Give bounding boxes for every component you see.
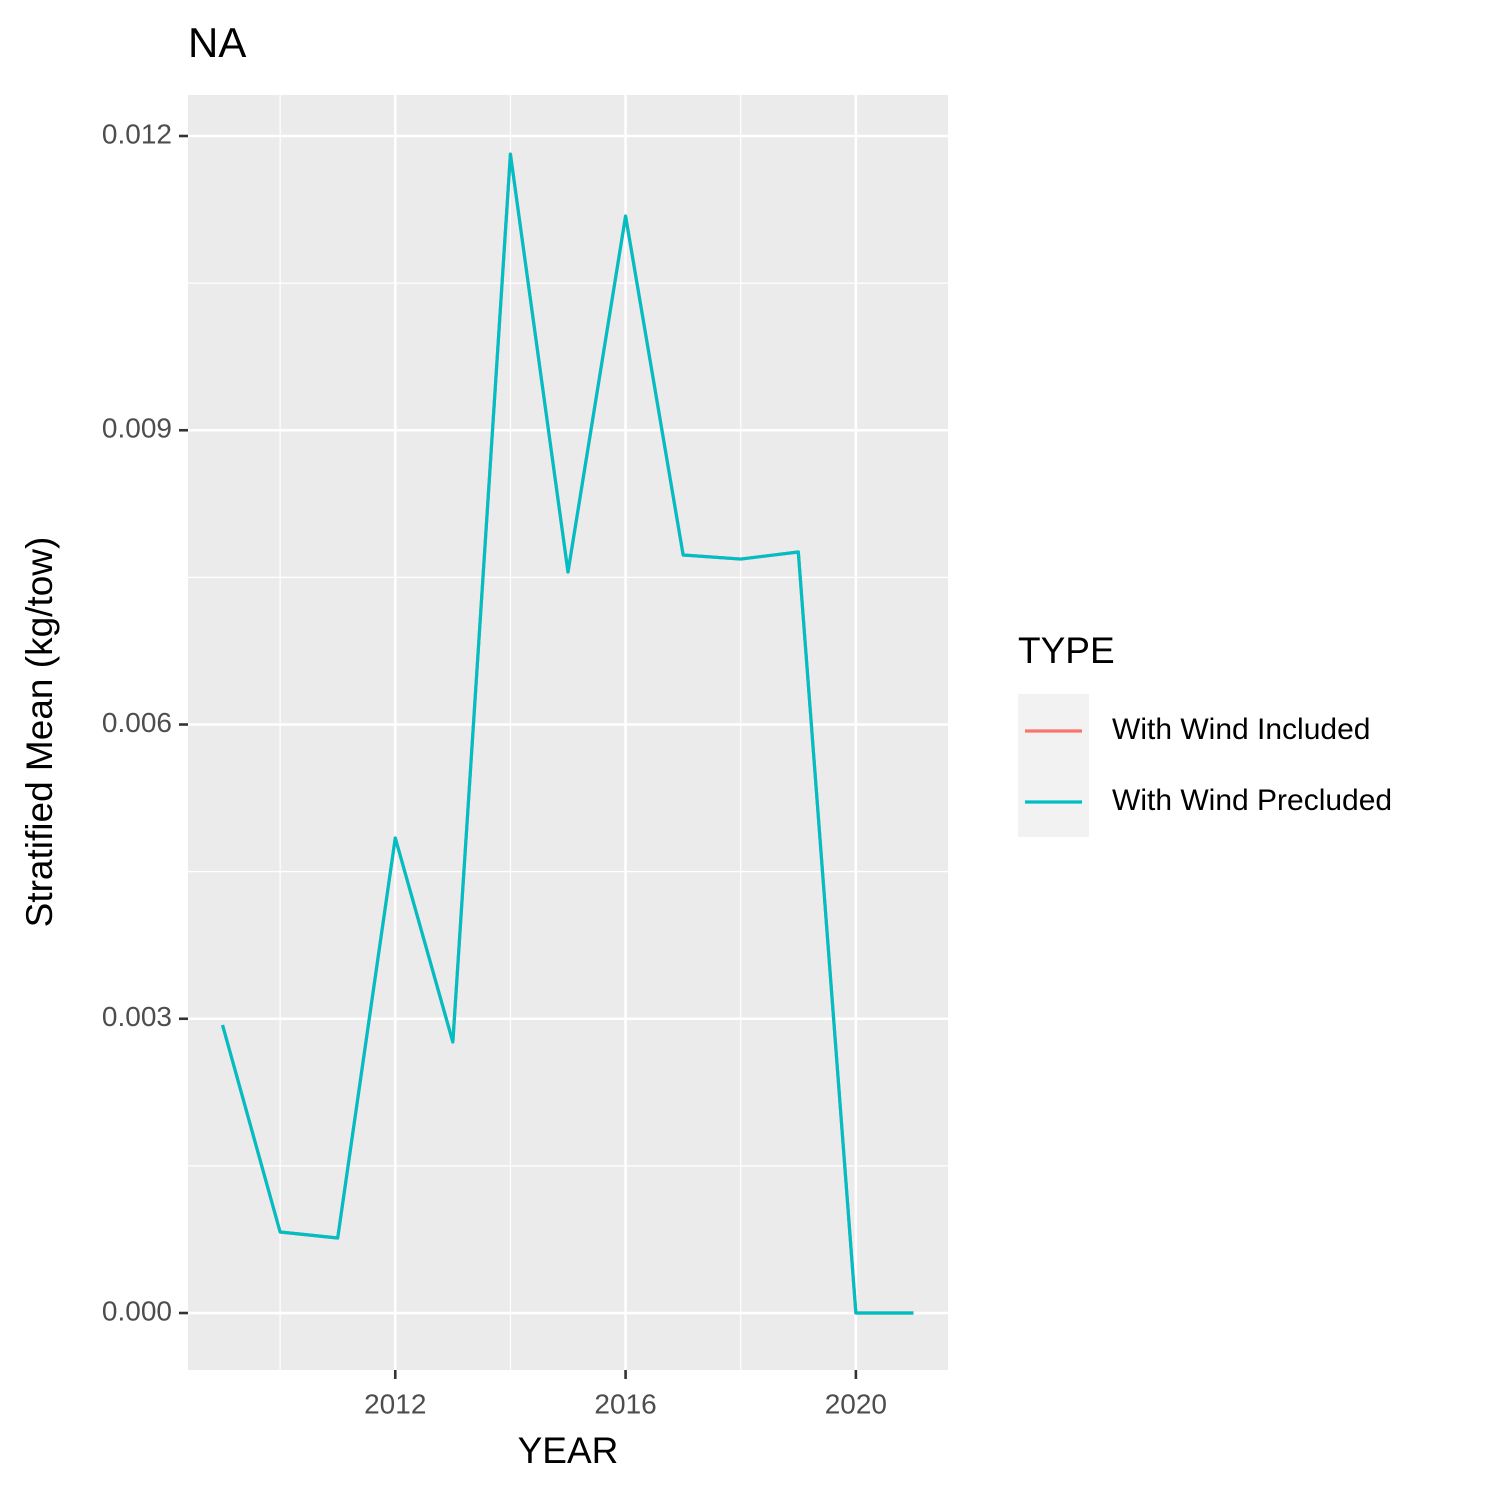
x-tick-label: 2016 bbox=[594, 1388, 656, 1419]
y-tick-label: 0.006 bbox=[102, 707, 172, 738]
x-axis-title: YEAR bbox=[518, 1430, 619, 1471]
panel bbox=[188, 95, 948, 1370]
series-line bbox=[221, 152, 914, 1315]
y-tick-label: 0.003 bbox=[102, 1001, 172, 1032]
x-tick-label: 2012 bbox=[364, 1388, 426, 1419]
y-axis-title: Stratified Mean (kg/tow) bbox=[19, 537, 60, 928]
x-tick-label: 2020 bbox=[825, 1388, 887, 1419]
y-tick-label: 0.012 bbox=[102, 118, 172, 149]
legend-label: With Wind Precluded bbox=[1112, 784, 1392, 817]
y-tick-label: 0.000 bbox=[102, 1295, 172, 1326]
chart-title: NA bbox=[188, 19, 246, 66]
legend-label: With Wind Included bbox=[1112, 713, 1370, 746]
legend-title: TYPE bbox=[1018, 630, 1115, 671]
legend-key-background bbox=[1018, 694, 1089, 837]
y-tick-label: 0.009 bbox=[102, 413, 172, 444]
